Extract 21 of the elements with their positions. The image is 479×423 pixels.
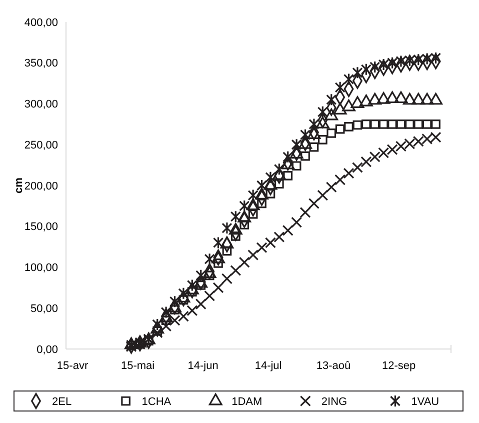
x-tick-label: 12-sep xyxy=(382,360,416,372)
x-tick-label: 14-jun xyxy=(188,360,218,372)
y-tick-label: 200,00 xyxy=(24,180,58,192)
legend-label: 2EL xyxy=(52,396,72,408)
x-tick-label: 13-aoû xyxy=(316,360,351,372)
legend-label: 1VAU xyxy=(411,396,440,408)
y-tick-label: 50,00 xyxy=(30,302,58,315)
legend-label: 1CHA xyxy=(142,396,172,408)
y-tick-label: 0,00 xyxy=(36,344,58,356)
legend-label: 1DAM xyxy=(232,396,262,408)
y-tick-label: 100,00 xyxy=(24,262,58,274)
y-axis-title: cm xyxy=(13,177,25,194)
x-tick-label: 14-jul xyxy=(254,360,282,372)
y-tick-label: 350,00 xyxy=(24,58,58,70)
legend-label: 2ING xyxy=(321,396,348,408)
y-tick-label: 150,00 xyxy=(24,221,58,234)
y-tick-label: 250,00 xyxy=(24,139,58,152)
y-tick-label: 300,00 xyxy=(24,98,58,111)
x-tick-label: 15-avr xyxy=(56,360,88,372)
x-tick-label: 15-mai xyxy=(120,360,155,372)
y-tick-label: 400,00 xyxy=(24,16,58,29)
